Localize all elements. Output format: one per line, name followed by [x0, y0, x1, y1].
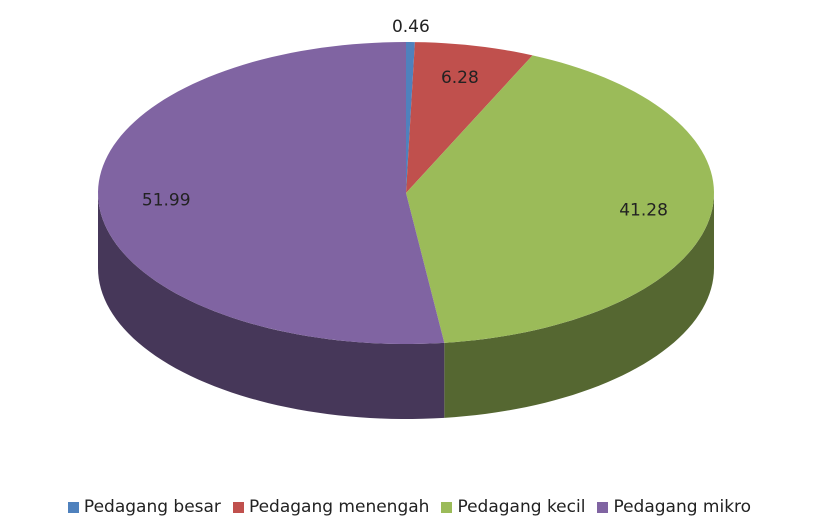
legend-label: Pedagang mikro [613, 497, 752, 517]
legend-swatch [232, 501, 244, 513]
legend-label: Pedagang besar [83, 497, 221, 517]
pie-slice [406, 42, 533, 194]
pie-slice [406, 55, 714, 343]
data-label: 6.28 [441, 68, 479, 88]
legend-item: Pedagang kecil [441, 497, 585, 517]
data-label: 0.46 [392, 17, 430, 37]
pie-side [444, 193, 714, 418]
data-label: 51.99 [142, 190, 191, 210]
legend-swatch [441, 501, 453, 513]
legend-item: Pedagang menengah [232, 497, 430, 517]
legend-swatch [67, 501, 79, 513]
legend-label: Pedagang menengah [248, 497, 430, 517]
pie-side [98, 193, 445, 419]
legend-item: Pedagang besar [67, 497, 221, 517]
legend-swatch [597, 501, 609, 513]
chart: 0.46 6.28 41.28 51.99 [98, 17, 714, 419]
pie-slice [98, 42, 445, 344]
legend-label: Pedagang kecil [457, 497, 586, 517]
legend: Pedagang besar Pedagang menengah Pedagang … [0, 497, 819, 517]
data-label: 41.28 [619, 201, 668, 221]
legend-item: Pedagang mikro [597, 497, 751, 517]
pie-slice [406, 42, 415, 193]
